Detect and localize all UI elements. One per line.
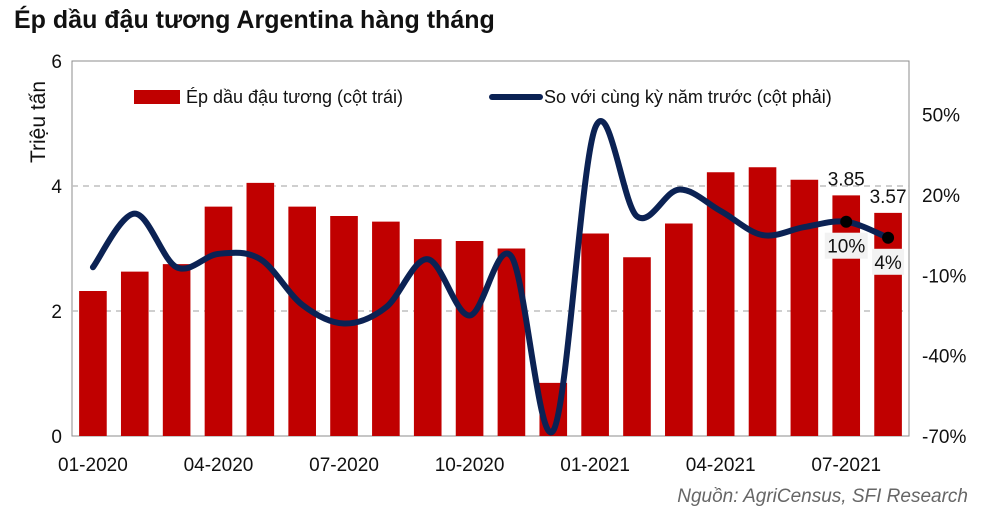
yoy-line (89, 118, 892, 436)
line-series (89, 118, 892, 436)
x-tick-label: 10-2020 (435, 455, 505, 476)
right-axis: 50% 20% -10% -40% -70% (922, 106, 966, 448)
y2-tick-label: -70% (922, 427, 966, 448)
source-note: Nguồn: AgriCensus, SFI Research (677, 486, 968, 507)
x-tick-label: 01-2021 (560, 455, 630, 476)
legend-line-label: So với cùng kỳ năm trước (cột phải) (544, 87, 832, 107)
line-data-label: 10% (827, 237, 865, 258)
y2-tick-label: -40% (922, 347, 966, 368)
bar (748, 167, 777, 436)
line-point-marker (840, 215, 853, 228)
y-tick-label: 4 (51, 177, 62, 198)
legend: Ép dầu đậu tương (cột trái) So với cùng … (134, 87, 832, 107)
y-axis-title: Triệu tấn (27, 81, 50, 163)
bar-data-label: 3.57 (870, 187, 907, 208)
bar-series (79, 167, 902, 436)
x-axis: 01-2020 04-2020 07-2020 10-2020 01-2021 04-20… (58, 455, 881, 476)
legend-bar-label: Ép dầu đậu tương (cột trái) (186, 87, 403, 107)
annotations: 3.853.57 10% 4% (824, 169, 907, 275)
bar (372, 221, 400, 436)
line-data-label-box (824, 232, 868, 259)
chart-title: Ép dầu đậu tương Argentina hàng tháng (14, 6, 495, 34)
x-tick-label: 04-2020 (184, 455, 254, 476)
y-tick-label: 2 (51, 302, 62, 323)
y-tick-label: 6 (51, 52, 62, 73)
bar (162, 264, 191, 436)
left-axis: 0 2 4 6 (51, 52, 62, 448)
bar-data-label: 3.85 (828, 169, 865, 190)
x-tick-label: 01-2020 (58, 455, 128, 476)
line-data-label: 4% (874, 253, 902, 274)
legend-bar-swatch (134, 90, 180, 104)
y2-tick-label: -10% (922, 266, 966, 287)
gridlines (72, 185, 909, 312)
bar (874, 212, 902, 436)
bar (246, 182, 275, 436)
line-point-marker (882, 231, 895, 244)
y-tick-label: 0 (51, 427, 62, 448)
bar (204, 206, 233, 436)
y2-tick-label: 50% (922, 106, 960, 127)
bar (455, 241, 484, 436)
bar (581, 233, 609, 436)
plot-area-border (71, 60, 910, 437)
bar (120, 271, 149, 436)
bar (288, 206, 316, 436)
x-tick-label: 07-2020 (309, 455, 379, 476)
x-tick-label: 07-2021 (811, 455, 881, 476)
bar (623, 257, 651, 436)
y2-tick-label: 20% (922, 186, 960, 207)
bar (79, 291, 107, 436)
x-tick-label: 04-2021 (686, 455, 756, 476)
bar (790, 179, 819, 436)
line-data-label-box (872, 248, 905, 275)
bar (665, 223, 693, 436)
bar (832, 195, 861, 436)
